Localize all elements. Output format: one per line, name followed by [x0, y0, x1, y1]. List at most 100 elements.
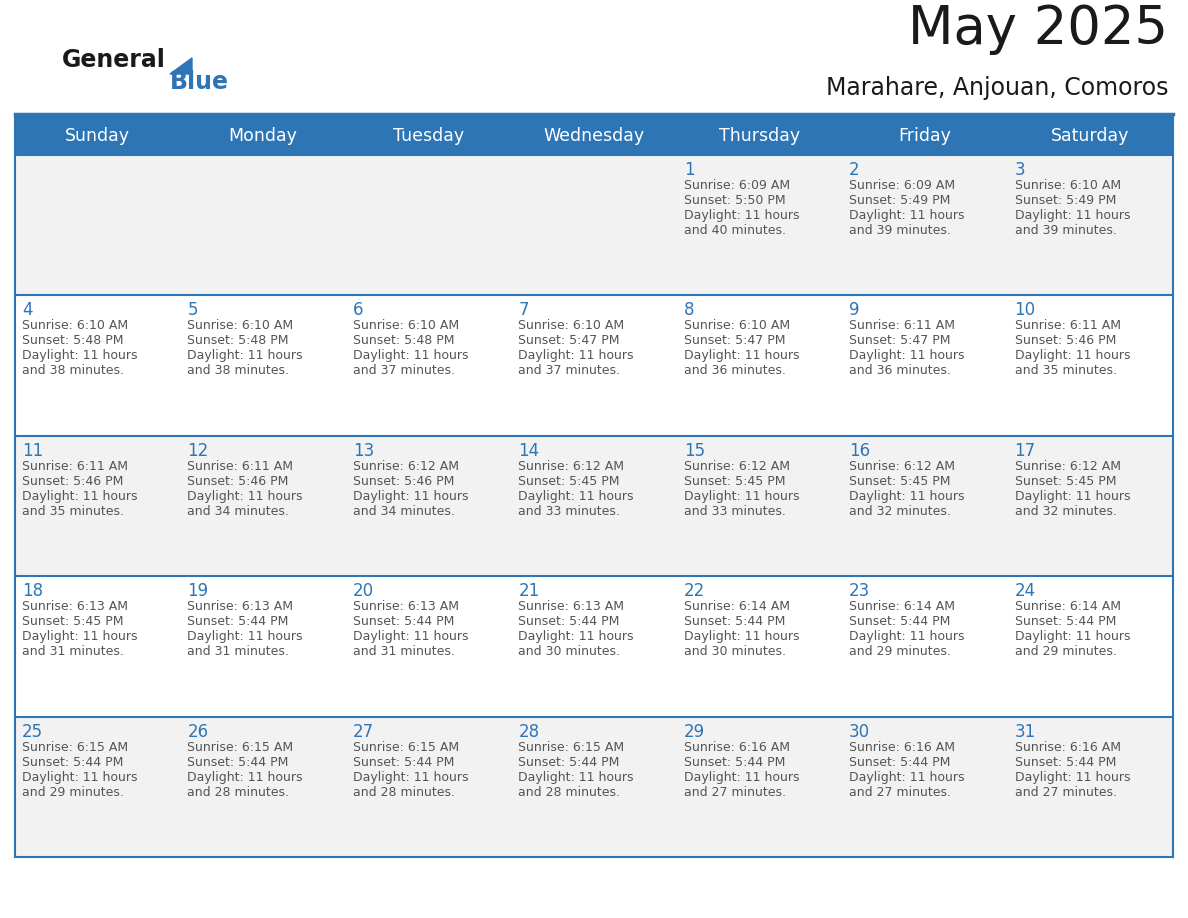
- Text: 31: 31: [1015, 722, 1036, 741]
- Text: Daylight: 11 hours: Daylight: 11 hours: [684, 630, 800, 644]
- Text: 24: 24: [1015, 582, 1036, 600]
- Bar: [15, 117, 1173, 155]
- Bar: [15, 717, 181, 857]
- Text: Sunset: 5:50 PM: Sunset: 5:50 PM: [684, 194, 785, 207]
- Text: General: General: [62, 48, 166, 72]
- Text: Sunset: 5:46 PM: Sunset: 5:46 PM: [353, 475, 454, 487]
- Text: Sunrise: 6:13 AM: Sunrise: 6:13 AM: [518, 600, 624, 613]
- Text: Marahare, Anjouan, Comoros: Marahare, Anjouan, Comoros: [826, 76, 1168, 100]
- Text: 10: 10: [1015, 301, 1036, 319]
- Bar: [15, 296, 181, 436]
- Text: 25: 25: [23, 722, 43, 741]
- Text: Friday: Friday: [898, 127, 952, 145]
- Text: Sunrise: 6:16 AM: Sunrise: 6:16 AM: [849, 741, 955, 754]
- Bar: [346, 577, 511, 717]
- Text: Sunrise: 6:11 AM: Sunrise: 6:11 AM: [23, 460, 128, 473]
- Text: and 27 minutes.: and 27 minutes.: [1015, 786, 1117, 799]
- Text: and 32 minutes.: and 32 minutes.: [1015, 505, 1117, 518]
- Text: and 34 minutes.: and 34 minutes.: [353, 505, 455, 518]
- Text: Sunrise: 6:11 AM: Sunrise: 6:11 AM: [1015, 319, 1120, 332]
- Bar: [181, 296, 346, 436]
- Bar: [1007, 436, 1173, 577]
- Bar: [181, 436, 346, 577]
- Text: 19: 19: [188, 582, 209, 600]
- Text: Sunrise: 6:10 AM: Sunrise: 6:10 AM: [188, 319, 293, 332]
- Text: Daylight: 11 hours: Daylight: 11 hours: [353, 630, 468, 644]
- Text: Sunset: 5:45 PM: Sunset: 5:45 PM: [518, 475, 620, 487]
- Text: and 37 minutes.: and 37 minutes.: [353, 364, 455, 377]
- Polygon shape: [170, 58, 192, 74]
- Bar: [511, 155, 677, 296]
- Text: Sunset: 5:44 PM: Sunset: 5:44 PM: [518, 756, 620, 768]
- Text: Sunset: 5:44 PM: Sunset: 5:44 PM: [188, 756, 289, 768]
- Text: Daylight: 11 hours: Daylight: 11 hours: [353, 770, 468, 784]
- Text: 28: 28: [518, 722, 539, 741]
- Text: Sunrise: 6:12 AM: Sunrise: 6:12 AM: [353, 460, 459, 473]
- Text: Sunrise: 6:12 AM: Sunrise: 6:12 AM: [518, 460, 624, 473]
- Text: Sunset: 5:49 PM: Sunset: 5:49 PM: [1015, 194, 1116, 207]
- Text: Sunrise: 6:10 AM: Sunrise: 6:10 AM: [684, 319, 790, 332]
- Text: Sunset: 5:46 PM: Sunset: 5:46 PM: [188, 475, 289, 487]
- Bar: [1007, 155, 1173, 296]
- Bar: [1007, 296, 1173, 436]
- Text: and 39 minutes.: and 39 minutes.: [849, 224, 952, 237]
- Text: Sunrise: 6:13 AM: Sunrise: 6:13 AM: [188, 600, 293, 613]
- Text: Sunrise: 6:11 AM: Sunrise: 6:11 AM: [188, 460, 293, 473]
- Text: and 31 minutes.: and 31 minutes.: [23, 645, 124, 658]
- Text: and 28 minutes.: and 28 minutes.: [518, 786, 620, 799]
- Bar: [346, 436, 511, 577]
- Bar: [181, 717, 346, 857]
- Bar: [842, 577, 1007, 717]
- Bar: [15, 436, 181, 577]
- Text: 12: 12: [188, 442, 209, 460]
- Text: Daylight: 11 hours: Daylight: 11 hours: [518, 490, 633, 503]
- Text: Sunrise: 6:14 AM: Sunrise: 6:14 AM: [849, 600, 955, 613]
- Text: 18: 18: [23, 582, 43, 600]
- Text: Sunset: 5:45 PM: Sunset: 5:45 PM: [1015, 475, 1116, 487]
- Text: Daylight: 11 hours: Daylight: 11 hours: [353, 490, 468, 503]
- Text: 23: 23: [849, 582, 871, 600]
- Text: Sunset: 5:44 PM: Sunset: 5:44 PM: [849, 756, 950, 768]
- Text: Sunset: 5:48 PM: Sunset: 5:48 PM: [23, 334, 124, 347]
- Text: and 28 minutes.: and 28 minutes.: [353, 786, 455, 799]
- Text: and 36 minutes.: and 36 minutes.: [849, 364, 952, 377]
- Text: and 38 minutes.: and 38 minutes.: [23, 364, 124, 377]
- Text: Sunset: 5:44 PM: Sunset: 5:44 PM: [849, 615, 950, 628]
- Text: Daylight: 11 hours: Daylight: 11 hours: [849, 350, 965, 363]
- Text: and 36 minutes.: and 36 minutes.: [684, 364, 785, 377]
- Bar: [677, 155, 842, 296]
- Text: Daylight: 11 hours: Daylight: 11 hours: [23, 350, 138, 363]
- Bar: [511, 717, 677, 857]
- Text: Sunset: 5:47 PM: Sunset: 5:47 PM: [684, 334, 785, 347]
- Text: 30: 30: [849, 722, 871, 741]
- Text: 1: 1: [684, 161, 694, 179]
- Bar: [677, 296, 842, 436]
- Text: Daylight: 11 hours: Daylight: 11 hours: [23, 770, 138, 784]
- Bar: [677, 436, 842, 577]
- Text: Sunset: 5:46 PM: Sunset: 5:46 PM: [1015, 334, 1116, 347]
- Text: 2: 2: [849, 161, 860, 179]
- Text: and 31 minutes.: and 31 minutes.: [353, 645, 455, 658]
- Text: 27: 27: [353, 722, 374, 741]
- Bar: [842, 436, 1007, 577]
- Text: Sunrise: 6:10 AM: Sunrise: 6:10 AM: [353, 319, 459, 332]
- Text: 15: 15: [684, 442, 704, 460]
- Text: Sunset: 5:44 PM: Sunset: 5:44 PM: [1015, 756, 1116, 768]
- Text: Wednesday: Wednesday: [543, 127, 645, 145]
- Text: 26: 26: [188, 722, 209, 741]
- Text: 20: 20: [353, 582, 374, 600]
- Text: Daylight: 11 hours: Daylight: 11 hours: [849, 490, 965, 503]
- Text: and 29 minutes.: and 29 minutes.: [23, 786, 124, 799]
- Text: Daylight: 11 hours: Daylight: 11 hours: [518, 350, 633, 363]
- Text: Sunrise: 6:15 AM: Sunrise: 6:15 AM: [23, 741, 128, 754]
- Text: Sunrise: 6:13 AM: Sunrise: 6:13 AM: [353, 600, 459, 613]
- Text: May 2025: May 2025: [908, 3, 1168, 55]
- Text: 9: 9: [849, 301, 860, 319]
- Text: Sunset: 5:44 PM: Sunset: 5:44 PM: [23, 756, 124, 768]
- Text: Sunset: 5:47 PM: Sunset: 5:47 PM: [518, 334, 620, 347]
- Text: 14: 14: [518, 442, 539, 460]
- Text: 17: 17: [1015, 442, 1036, 460]
- Text: Sunrise: 6:16 AM: Sunrise: 6:16 AM: [684, 741, 790, 754]
- Text: Sunrise: 6:16 AM: Sunrise: 6:16 AM: [1015, 741, 1120, 754]
- Text: and 30 minutes.: and 30 minutes.: [684, 645, 785, 658]
